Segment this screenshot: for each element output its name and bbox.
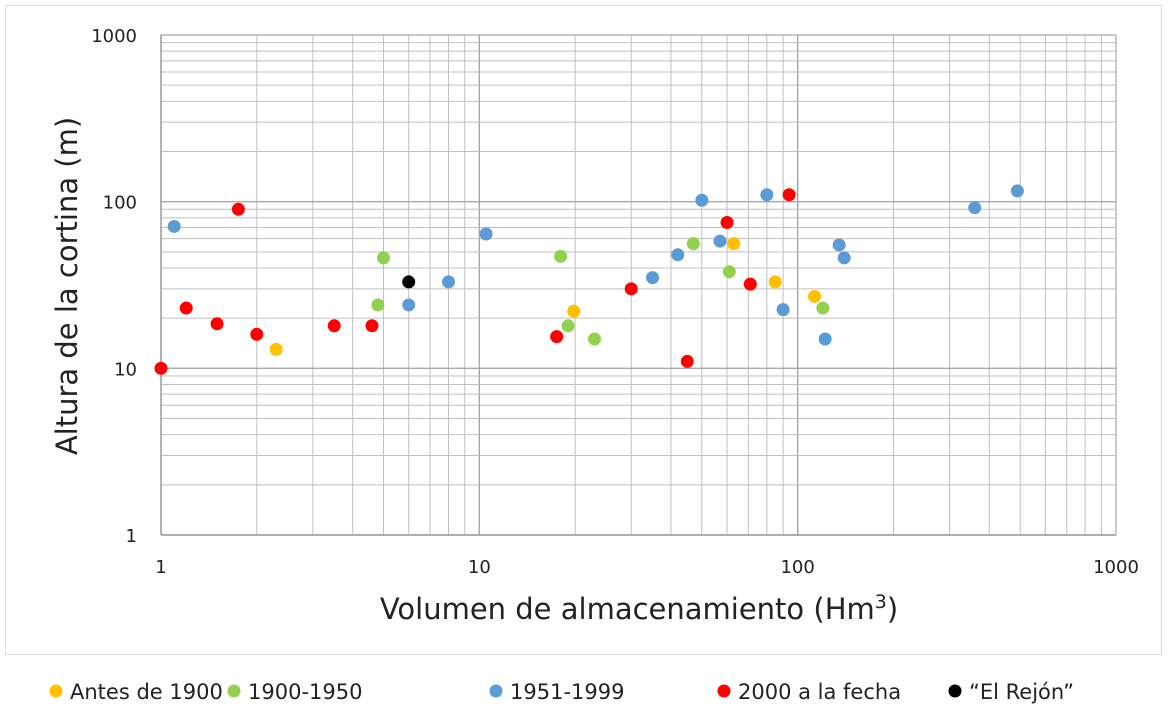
y-tick-label: 1 [126,526,137,547]
data-point [832,238,846,252]
legend-label: Antes de 1900 [70,680,223,704]
data-point [479,227,493,241]
data-point [727,237,741,251]
data-point [231,202,245,216]
legend-marker [227,684,241,698]
data-point [818,332,832,346]
legend-label: 1951-1999 [510,680,624,704]
x-tick-label: 100 [780,557,814,578]
data-point [561,319,575,333]
x-tick-label: 10 [468,557,491,578]
y-axis-title: Altura de la cortina (m) [50,117,84,455]
data-point [365,319,379,333]
data-point [837,251,851,265]
data-point [587,332,601,346]
data-point [554,249,568,263]
data-point [179,301,193,315]
data-point [327,319,341,333]
data-point [816,301,830,315]
y-tick-label: 1000 [91,26,137,47]
data-point [371,298,385,312]
data-point [567,304,581,318]
data-point [210,317,224,331]
data-point [402,298,416,312]
data-point [441,275,455,289]
data-point [1010,184,1024,198]
legend: Antes de 1900 1900-1950 1951-1999 2000 a la… [49,680,1074,704]
data-point [686,237,700,251]
data-point [713,234,727,248]
data-point [743,277,757,291]
data-point [722,265,736,279]
data-point [776,303,790,317]
y-tick-label: 10 [114,359,137,380]
legend-marker [948,684,962,698]
data-point [154,361,168,375]
data-point [167,219,181,233]
x-tick-label: 1000 [1093,557,1139,578]
legend-label: 2000 a la fecha [738,680,901,704]
data-point [968,201,982,215]
data-point [402,275,416,289]
legend-marker [717,684,731,698]
data-point [671,248,685,262]
data-point [377,251,391,265]
legend-label: “El Rejón” [969,680,1074,704]
data-point [720,215,734,229]
axes [160,35,1116,536]
grid-lines [160,34,1117,536]
x-axis-title: Volumen de almacenamiento (Hm3) [380,591,898,626]
data-point [680,354,694,368]
data-point [768,275,782,289]
chart-area [5,5,1162,655]
data-point [646,271,660,285]
data-points [154,184,1024,375]
data-point [269,342,283,356]
data-point [695,193,709,207]
data-point [550,330,564,344]
data-point [782,188,796,202]
legend-label: 1900-1950 [248,680,362,704]
data-point [760,188,774,202]
tick-labels: 1 10 100 1000 1 10 100 1000 [91,26,1139,578]
data-point [808,289,822,303]
legend-marker [489,684,503,698]
x-tick-label: 1 [155,557,166,578]
data-point [624,282,638,296]
y-tick-label: 100 [103,193,137,214]
legend-marker [49,684,63,698]
data-point [250,327,264,341]
